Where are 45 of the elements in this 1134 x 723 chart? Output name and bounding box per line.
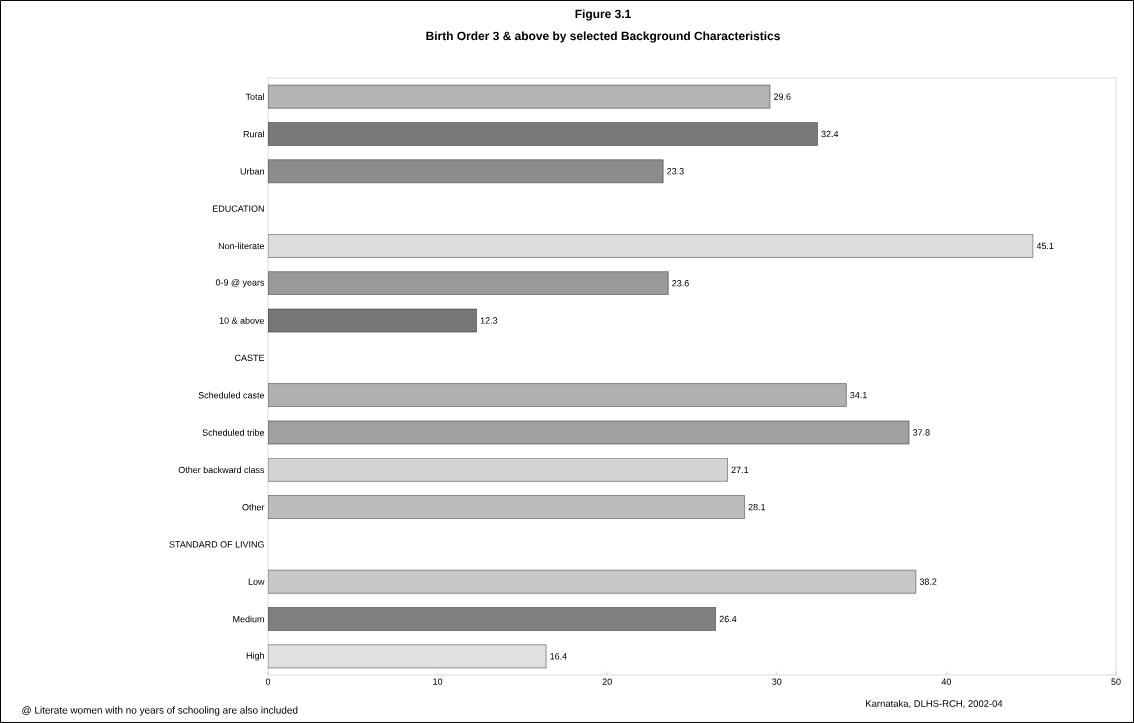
data-label: 12.3 — [480, 317, 498, 324]
bar — [268, 458, 728, 482]
y-tick-label: 0-9 @ years — [215, 279, 265, 288]
x-tick-label: 30 — [772, 678, 782, 685]
y-tick-label: Scheduled caste — [198, 391, 265, 399]
y-tick-label: Scheduled tribe — [202, 429, 265, 436]
y-tick-label: High — [246, 652, 264, 661]
y-tick-label: Non-literate — [218, 242, 265, 250]
bar — [268, 122, 818, 146]
data-label: 37.8 — [912, 429, 930, 436]
y-tick-label: Urban — [240, 167, 264, 175]
y-tick-label: Low — [248, 578, 265, 585]
y-tick-label: Total — [245, 93, 264, 100]
y-tick-label: CASTE — [235, 354, 265, 362]
x-tick-label: 40 — [941, 678, 952, 685]
data-label: 38.2 — [919, 578, 937, 585]
y-tick-label: STANDARD OF LIVING — [169, 541, 264, 548]
text: Karnataka, DLHS-RCH, 2002-04 — [866, 699, 1003, 709]
chart-subtitle: Birth Order 3 & above by selected Background Characteristics — [426, 31, 780, 43]
data-label: 16.4 — [550, 653, 567, 660]
chart-title: Figure 3.1 — [575, 9, 631, 21]
text: @ Literate women with no years of schooling are also included — [22, 706, 298, 716]
y-tick-label: 10 & above — [219, 317, 265, 324]
data-label: 28.1 — [748, 503, 766, 511]
data-label: 26.4 — [719, 615, 737, 623]
data-label: 34.1 — [850, 391, 867, 399]
data-label: 32.4 — [821, 130, 839, 138]
data-label: 23.6 — [672, 280, 689, 287]
y-tick-label: Other — [242, 503, 265, 511]
y-tick-label: Medium — [233, 615, 264, 623]
data-label: 27.1 — [731, 466, 749, 473]
data-label: 23.3 — [667, 168, 684, 175]
x-tick-label: 20 — [602, 678, 612, 685]
bar — [268, 607, 716, 631]
x-tick-label: 10 — [433, 678, 443, 685]
y-tick-label: Rural — [243, 130, 264, 138]
bar — [268, 271, 669, 295]
y-tick-label: Other backward class — [178, 466, 265, 474]
data-label: 45.1 — [1036, 242, 1054, 250]
data-label: 29.6 — [773, 93, 791, 100]
x-tick-label: 0 — [265, 678, 271, 685]
x-tick-label: 50 — [1111, 678, 1121, 685]
y-tick-label: EDUCATION — [213, 205, 264, 212]
bar — [268, 495, 745, 519]
bar — [268, 308, 477, 333]
